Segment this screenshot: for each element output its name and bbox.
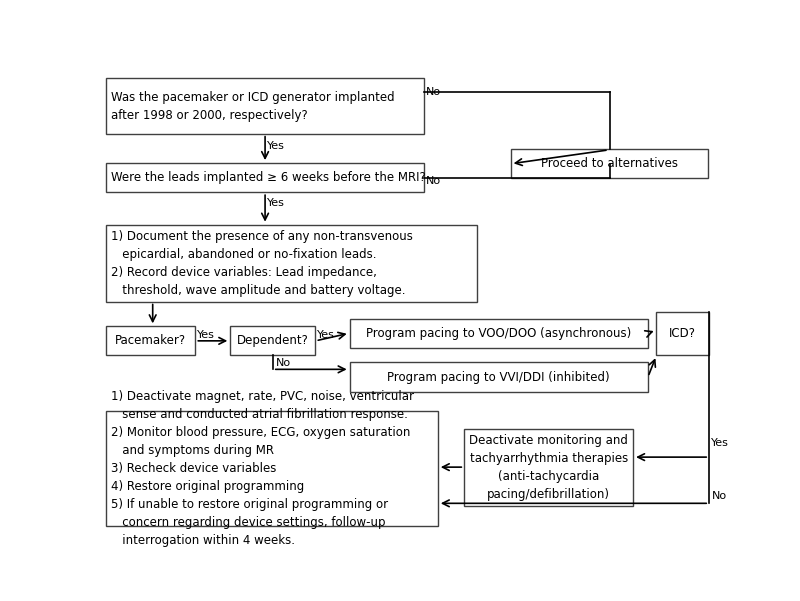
- Text: Yes: Yes: [197, 330, 214, 340]
- Bar: [464, 429, 634, 505]
- Text: Proceed to alternatives: Proceed to alternatives: [541, 157, 678, 170]
- Text: Pacemaker?: Pacemaker?: [115, 334, 186, 347]
- Text: Was the pacemaker or ICD generator implanted
after 1998 or 2000, respectively?: Was the pacemaker or ICD generator impla…: [111, 91, 394, 121]
- Text: Yes: Yes: [711, 438, 730, 448]
- Text: Program pacing to VOO/DOO (asynchronous): Program pacing to VOO/DOO (asynchronous): [366, 327, 631, 340]
- Text: Yes: Yes: [317, 330, 335, 340]
- Text: Program pacing to VVI/DDI (inhibited): Program pacing to VVI/DDI (inhibited): [387, 371, 610, 383]
- Bar: [510, 149, 708, 178]
- Text: Dependent?: Dependent?: [237, 334, 309, 347]
- Text: Were the leads implanted ≥ 6 weeks before the MRI?: Were the leads implanted ≥ 6 weeks befor…: [111, 171, 426, 184]
- Bar: [106, 163, 424, 192]
- Bar: [106, 225, 477, 302]
- Bar: [106, 78, 424, 133]
- Text: ICD?: ICD?: [670, 328, 696, 340]
- Bar: [350, 362, 648, 392]
- Bar: [350, 319, 648, 348]
- Bar: [106, 326, 195, 355]
- Bar: [106, 411, 438, 526]
- Text: No: No: [711, 490, 726, 501]
- Text: 1) Document the presence of any non-transvenous
   epicardial, abandoned or no-f: 1) Document the presence of any non-tran…: [111, 230, 413, 296]
- Bar: [230, 326, 315, 355]
- Text: No: No: [426, 175, 442, 186]
- Text: No: No: [426, 87, 442, 97]
- Text: 1) Deactivate magnet, rate, PVC, noise, ventricular
   sense and conducted atria: 1) Deactivate magnet, rate, PVC, noise, …: [111, 390, 414, 547]
- Text: Yes: Yes: [267, 198, 286, 208]
- Text: Yes: Yes: [267, 141, 286, 151]
- Text: Deactivate monitoring and
tachyarrhythmia therapies
(anti-tachycardia
pacing/def: Deactivate monitoring and tachyarrhythmi…: [470, 434, 628, 501]
- Text: No: No: [276, 358, 291, 368]
- Bar: [657, 313, 709, 355]
